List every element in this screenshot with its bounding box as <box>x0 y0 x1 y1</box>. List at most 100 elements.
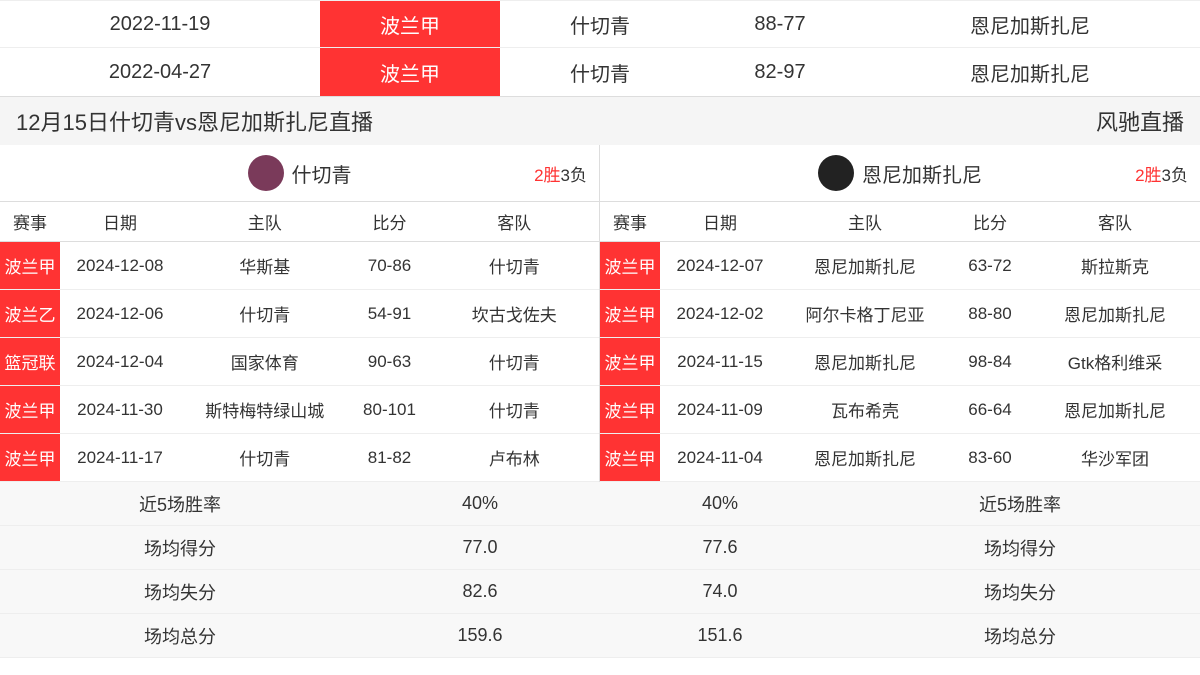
left-panel: 什切青 2胜3负 赛事 日期 主队 比分 客队 波兰甲2024-12-08华斯基… <box>0 145 600 482</box>
title-bar: 12月15日什切青vs恩尼加斯扎尼直播 风驰直播 <box>0 97 1200 145</box>
team-logo-left <box>248 155 284 191</box>
stat-value: 40% <box>360 493 600 514</box>
match-date: 2024-12-04 <box>60 352 180 372</box>
match-rows-right: 波兰甲2024-12-07恩尼加斯扎尼63-72斯拉斯克波兰甲2024-12-0… <box>600 242 1200 482</box>
match-date: 2024-11-30 <box>60 400 180 420</box>
stats-section: 近5场胜率40% 场均得分77.0 场均失分82.6 场均总分159.6 40%… <box>0 482 1200 658</box>
match-row[interactable]: 波兰甲2024-12-02阿尔卡格丁尼亚88-80恩尼加斯扎尼 <box>600 290 1200 338</box>
col-date: 日期 <box>60 209 180 234</box>
match-score: 66-64 <box>950 400 1030 420</box>
stat-value: 74.0 <box>600 581 840 602</box>
match-date: 2024-12-07 <box>660 256 780 276</box>
col-score: 比分 <box>950 209 1030 234</box>
col-league: 赛事 <box>0 209 60 234</box>
stat-row: 场均总分159.6 <box>0 614 600 658</box>
team-header-right: 恩尼加斯扎尼 2胜3负 <box>600 145 1200 202</box>
team-record-right: 2胜3负 <box>1135 161 1188 186</box>
match-row[interactable]: 波兰甲2024-12-08华斯基70-86什切青 <box>0 242 599 290</box>
match-row[interactable]: 波兰乙2024-12-06什切青54-91坎古戈佐夫 <box>0 290 599 338</box>
stat-label: 场均失分 <box>840 579 1200 605</box>
match-row[interactable]: 篮冠联2024-12-04国家体育90-63什切青 <box>0 338 599 386</box>
match-date: 2024-12-02 <box>660 304 780 324</box>
match-league-badge: 波兰甲 <box>600 242 660 289</box>
stats-left: 近5场胜率40% 场均得分77.0 场均失分82.6 场均总分159.6 <box>0 482 600 658</box>
match-league-badge: 波兰乙 <box>0 290 60 337</box>
team-logo-right <box>818 155 854 191</box>
col-headers-right: 赛事 日期 主队 比分 客队 <box>600 202 1200 242</box>
match-league-badge: 波兰甲 <box>600 434 660 481</box>
col-date: 日期 <box>660 209 780 234</box>
match-away: 恩尼加斯扎尼 <box>1030 397 1200 422</box>
match-score: 63-72 <box>950 256 1030 276</box>
stat-label: 近5场胜率 <box>0 491 360 517</box>
h2h-home: 什切青 <box>500 58 700 87</box>
match-score: 83-60 <box>950 448 1030 468</box>
match-league-badge: 波兰甲 <box>0 434 60 481</box>
match-home: 华斯基 <box>180 253 350 278</box>
match-row[interactable]: 波兰甲2024-11-30斯特梅特绿山城80-101什切青 <box>0 386 599 434</box>
match-rows-left: 波兰甲2024-12-08华斯基70-86什切青波兰乙2024-12-06什切青… <box>0 242 599 482</box>
match-row[interactable]: 波兰甲2024-11-17什切青81-82卢布林 <box>0 434 599 482</box>
match-away: 斯拉斯克 <box>1030 253 1200 278</box>
match-league-badge: 波兰甲 <box>0 242 60 289</box>
match-date: 2024-12-06 <box>60 304 180 324</box>
match-away: 什切青 <box>430 397 600 422</box>
match-row[interactable]: 波兰甲2024-11-15恩尼加斯扎尼98-84Gtk格利维采 <box>600 338 1200 386</box>
match-date: 2024-11-17 <box>60 448 180 468</box>
h2h-row: 2022-11-19 波兰甲 什切青 88-77 恩尼加斯扎尼 <box>0 0 1200 48</box>
stat-label: 场均总分 <box>0 623 360 649</box>
match-home: 斯特梅特绿山城 <box>180 397 350 422</box>
h2h-away: 恩尼加斯扎尼 <box>860 58 1200 87</box>
match-away: 卢布林 <box>430 445 600 470</box>
match-score: 81-82 <box>350 448 430 468</box>
stat-value: 82.6 <box>360 581 600 602</box>
match-score: 80-101 <box>350 400 430 420</box>
match-score: 54-91 <box>350 304 430 324</box>
page-title: 12月15日什切青vs恩尼加斯扎尼直播 <box>16 105 373 137</box>
match-home: 瓦布希壳 <box>780 397 950 422</box>
stat-value: 151.6 <box>600 625 840 646</box>
col-home: 主队 <box>180 209 350 234</box>
h2h-row: 2022-04-27 波兰甲 什切青 82-97 恩尼加斯扎尼 <box>0 48 1200 96</box>
match-league-badge: 波兰甲 <box>600 386 660 433</box>
team-header-left: 什切青 2胜3负 <box>0 145 599 202</box>
stat-label: 场均失分 <box>0 579 360 605</box>
match-away: 华沙军团 <box>1030 445 1200 470</box>
match-row[interactable]: 波兰甲2024-11-04恩尼加斯扎尼83-60华沙军团 <box>600 434 1200 482</box>
match-home: 什切青 <box>180 445 350 470</box>
match-home: 恩尼加斯扎尼 <box>780 253 950 278</box>
match-away: 什切青 <box>430 349 600 374</box>
site-name: 风驰直播 <box>1096 105 1184 137</box>
stat-row: 151.6场均总分 <box>600 614 1200 658</box>
team-name-right: 恩尼加斯扎尼 <box>862 159 982 188</box>
stat-label: 场均总分 <box>840 623 1200 649</box>
stat-label: 场均得分 <box>840 535 1200 561</box>
h2h-score: 88-77 <box>700 13 860 36</box>
match-league-badge: 波兰甲 <box>600 290 660 337</box>
stat-value: 77.0 <box>360 537 600 558</box>
col-league: 赛事 <box>600 209 660 234</box>
stat-label: 场均得分 <box>0 535 360 561</box>
match-away: 坎古戈佐夫 <box>430 301 600 326</box>
stat-row: 近5场胜率40% <box>0 482 600 526</box>
h2h-date: 2022-04-27 <box>0 61 320 84</box>
stat-row: 74.0场均失分 <box>600 570 1200 614</box>
h2h-away: 恩尼加斯扎尼 <box>860 10 1200 39</box>
stat-value: 77.6 <box>600 537 840 558</box>
match-score: 70-86 <box>350 256 430 276</box>
match-league-badge: 波兰甲 <box>600 338 660 385</box>
match-date: 2024-12-08 <box>60 256 180 276</box>
match-home: 恩尼加斯扎尼 <box>780 445 950 470</box>
match-away: Gtk格利维采 <box>1030 349 1200 374</box>
stat-label: 近5场胜率 <box>840 491 1200 517</box>
stat-row: 40%近5场胜率 <box>600 482 1200 526</box>
match-score: 88-80 <box>950 304 1030 324</box>
match-home: 什切青 <box>180 301 350 326</box>
match-row[interactable]: 波兰甲2024-11-09瓦布希壳66-64恩尼加斯扎尼 <box>600 386 1200 434</box>
team-record-left: 2胜3负 <box>534 161 587 186</box>
match-away: 恩尼加斯扎尼 <box>1030 301 1200 326</box>
match-row[interactable]: 波兰甲2024-12-07恩尼加斯扎尼63-72斯拉斯克 <box>600 242 1200 290</box>
h2h-league-badge: 波兰甲 <box>320 1 500 47</box>
stat-row: 场均失分82.6 <box>0 570 600 614</box>
match-league-badge: 篮冠联 <box>0 338 60 385</box>
